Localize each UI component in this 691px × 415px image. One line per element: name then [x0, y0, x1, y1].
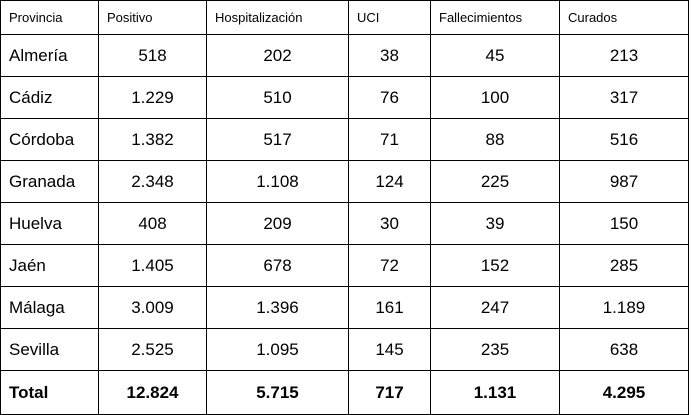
- cell-hospitalizacion: 678: [206, 244, 349, 287]
- cell-positivo: 2.525: [98, 328, 207, 371]
- table-row: Córdoba 1.382 517 71 88 516: [0, 118, 689, 161]
- table-row: Granada 2.348 1.108 124 225 987: [0, 160, 689, 203]
- cell-curados: 317: [559, 76, 689, 119]
- cell-curados: 638: [559, 328, 689, 371]
- cell-uci: 38: [348, 34, 431, 77]
- cell-provincia: Córdoba: [0, 118, 99, 161]
- header-fallecimientos: Fallecimientos: [430, 0, 560, 35]
- cell-uci: 71: [348, 118, 431, 161]
- cell-positivo: 408: [98, 202, 207, 245]
- cell-positivo: 3.009: [98, 286, 207, 329]
- cell-uci: 30: [348, 202, 431, 245]
- cell-positivo: 1.229: [98, 76, 207, 119]
- cell-hospitalizacion: 1.095: [206, 328, 349, 371]
- cell-curados: 150: [559, 202, 689, 245]
- total-positivo: 12.824: [98, 370, 207, 415]
- cell-positivo: 1.382: [98, 118, 207, 161]
- cell-uci: 145: [348, 328, 431, 371]
- cell-provincia: Jaén: [0, 244, 99, 287]
- cell-fallecimientos: 45: [430, 34, 560, 77]
- table-row: Sevilla 2.525 1.095 145 235 638: [0, 328, 689, 371]
- header-positivo: Positivo: [98, 0, 207, 35]
- cell-uci: 161: [348, 286, 431, 329]
- total-curados: 4.295: [559, 370, 689, 415]
- header-uci: UCI: [348, 0, 431, 35]
- cell-fallecimientos: 152: [430, 244, 560, 287]
- cell-fallecimientos: 39: [430, 202, 560, 245]
- cell-fallecimientos: 88: [430, 118, 560, 161]
- cell-provincia: Sevilla: [0, 328, 99, 371]
- cell-positivo: 1.405: [98, 244, 207, 287]
- cell-positivo: 2.348: [98, 160, 207, 203]
- total-label: Total: [0, 370, 99, 415]
- table-row: Jaén 1.405 678 72 152 285: [0, 244, 689, 287]
- cell-uci: 124: [348, 160, 431, 203]
- cell-curados: 213: [559, 34, 689, 77]
- cell-curados: 1.189: [559, 286, 689, 329]
- cell-provincia: Málaga: [0, 286, 99, 329]
- header-provincia: Provincia: [0, 0, 99, 35]
- cell-provincia: Huelva: [0, 202, 99, 245]
- cell-provincia: Granada: [0, 160, 99, 203]
- cell-uci: 72: [348, 244, 431, 287]
- cell-positivo: 518: [98, 34, 207, 77]
- table-row: Almería 518 202 38 45 213: [0, 34, 689, 77]
- header-row: Provincia Positivo Hospitalización UCI F…: [0, 0, 689, 35]
- cell-hospitalizacion: 1.396: [206, 286, 349, 329]
- cell-curados: 987: [559, 160, 689, 203]
- cell-hospitalizacion: 510: [206, 76, 349, 119]
- total-row: Total 12.824 5.715 717 1.131 4.295: [0, 370, 689, 415]
- cell-fallecimientos: 247: [430, 286, 560, 329]
- cell-fallecimientos: 100: [430, 76, 560, 119]
- cell-provincia: Almería: [0, 34, 99, 77]
- header-curados: Curados: [559, 0, 689, 35]
- total-hospitalizacion: 5.715: [206, 370, 349, 415]
- cell-uci: 76: [348, 76, 431, 119]
- cell-hospitalizacion: 1.108: [206, 160, 349, 203]
- cell-provincia: Cádiz: [0, 76, 99, 119]
- header-hospitalizacion: Hospitalización: [206, 0, 349, 35]
- cell-fallecimientos: 235: [430, 328, 560, 371]
- cell-hospitalizacion: 202: [206, 34, 349, 77]
- total-fallecimientos: 1.131: [430, 370, 560, 415]
- cell-fallecimientos: 225: [430, 160, 560, 203]
- cell-hospitalizacion: 209: [206, 202, 349, 245]
- cell-curados: 516: [559, 118, 689, 161]
- total-uci: 717: [348, 370, 431, 415]
- table-row: Cádiz 1.229 510 76 100 317: [0, 76, 689, 119]
- cell-curados: 285: [559, 244, 689, 287]
- table-row: Huelva 408 209 30 39 150: [0, 202, 689, 245]
- cell-hospitalizacion: 517: [206, 118, 349, 161]
- table-row: Málaga 3.009 1.396 161 247 1.189: [0, 286, 689, 329]
